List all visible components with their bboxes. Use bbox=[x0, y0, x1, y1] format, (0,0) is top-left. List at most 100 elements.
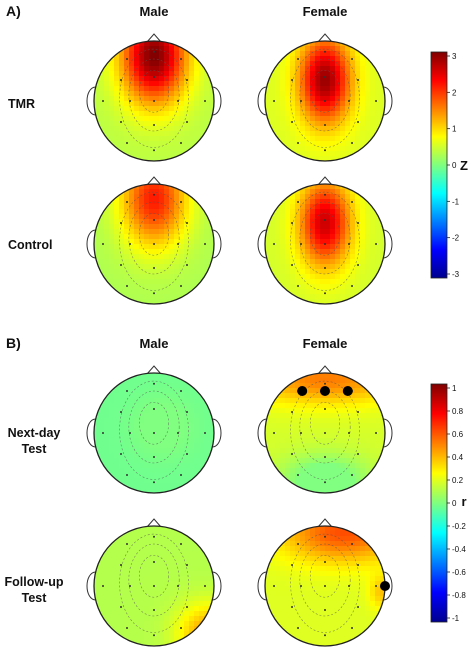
field-cell bbox=[275, 259, 281, 265]
field-cell bbox=[370, 576, 376, 582]
field-cell bbox=[300, 418, 306, 424]
field-cell bbox=[355, 194, 361, 200]
field-cell bbox=[129, 453, 135, 459]
field-cell bbox=[335, 61, 341, 67]
field-cell bbox=[320, 289, 326, 295]
field-cell bbox=[305, 294, 311, 300]
field-cell bbox=[300, 621, 306, 627]
field-cell bbox=[285, 254, 291, 260]
field-cell bbox=[149, 576, 155, 582]
field-cell bbox=[265, 433, 271, 439]
field-cell bbox=[149, 91, 155, 97]
field-cell bbox=[179, 631, 185, 637]
field-cell bbox=[285, 214, 291, 220]
sensor-dot bbox=[348, 243, 350, 245]
field-cell bbox=[149, 438, 155, 444]
field-cell bbox=[310, 403, 316, 409]
field-cell bbox=[209, 214, 214, 220]
head-outline bbox=[264, 40, 386, 162]
field-cell bbox=[300, 141, 306, 147]
field-cell bbox=[169, 76, 175, 82]
field-cell bbox=[335, 398, 341, 404]
field-cell bbox=[350, 408, 356, 414]
field-cell bbox=[310, 214, 316, 220]
field-cell bbox=[335, 264, 341, 270]
field-cell bbox=[129, 111, 135, 117]
field-cell bbox=[340, 581, 346, 587]
field-cell bbox=[124, 101, 130, 107]
field-cell bbox=[300, 234, 306, 240]
field-cell bbox=[149, 473, 155, 479]
field-cell bbox=[179, 546, 185, 552]
field-cell bbox=[355, 106, 361, 112]
field-cell bbox=[275, 56, 281, 62]
field-cell bbox=[285, 596, 291, 602]
field-cell bbox=[275, 81, 281, 87]
field-cell bbox=[340, 56, 346, 62]
field-cell bbox=[365, 214, 371, 220]
field-cell bbox=[325, 214, 331, 220]
field-cell bbox=[375, 408, 381, 414]
sensor-dot bbox=[357, 606, 359, 608]
field-cell bbox=[104, 413, 110, 419]
field-cell bbox=[179, 279, 185, 285]
field-cell bbox=[290, 403, 296, 409]
field-cell bbox=[149, 111, 155, 117]
field-cell bbox=[169, 101, 175, 107]
field-cell bbox=[159, 151, 165, 157]
field-cell bbox=[174, 478, 180, 484]
field-cell bbox=[315, 458, 321, 464]
field-cell bbox=[134, 289, 140, 295]
field-cell bbox=[109, 408, 115, 414]
field-cell bbox=[325, 641, 331, 646]
field-cell bbox=[184, 458, 190, 464]
field-cell bbox=[154, 101, 160, 107]
field-cell bbox=[104, 66, 110, 72]
field-cell bbox=[305, 438, 311, 444]
sensor-dot bbox=[153, 149, 155, 152]
field-cell bbox=[179, 264, 185, 270]
field-cell bbox=[290, 443, 296, 449]
field-cell bbox=[270, 556, 276, 562]
field-cell bbox=[315, 136, 321, 142]
field-cell bbox=[119, 71, 125, 77]
field-cell bbox=[265, 229, 271, 235]
field-cell bbox=[164, 616, 170, 622]
column-header-male-b: Male bbox=[140, 336, 169, 351]
field-cell bbox=[310, 571, 316, 577]
field-cell bbox=[154, 611, 160, 617]
field-cell bbox=[290, 141, 296, 147]
field-cell bbox=[315, 576, 321, 582]
field-cell bbox=[139, 146, 145, 152]
field-cell bbox=[295, 101, 301, 107]
field-cell bbox=[99, 106, 105, 112]
field-cell bbox=[154, 71, 160, 77]
field-cell bbox=[199, 141, 205, 147]
contour-line bbox=[290, 191, 360, 291]
field-cell bbox=[154, 428, 160, 434]
field-cell bbox=[295, 601, 301, 607]
topomap-a-0-0 bbox=[86, 33, 222, 162]
field-cell bbox=[350, 86, 356, 92]
colorbar-tick-label: 0.2 bbox=[452, 476, 464, 485]
field-cell bbox=[104, 541, 110, 547]
field-cell bbox=[194, 259, 200, 265]
head-outline bbox=[93, 183, 215, 305]
field-cell bbox=[179, 81, 185, 87]
field-cell bbox=[114, 571, 120, 577]
field-cell bbox=[159, 601, 165, 607]
field-cell bbox=[315, 156, 321, 161]
field-cell bbox=[174, 136, 180, 142]
field-cell bbox=[114, 244, 120, 250]
field-cell bbox=[104, 463, 110, 469]
field-cell bbox=[335, 86, 341, 92]
sensor-dot bbox=[153, 193, 155, 196]
field-cell bbox=[169, 541, 175, 547]
field-cell bbox=[144, 274, 150, 280]
field-cell bbox=[350, 606, 356, 612]
field-cell bbox=[154, 254, 160, 260]
field-cell bbox=[305, 621, 311, 627]
field-cell bbox=[270, 249, 276, 255]
field-cell bbox=[174, 254, 180, 260]
field-cell bbox=[159, 468, 165, 474]
